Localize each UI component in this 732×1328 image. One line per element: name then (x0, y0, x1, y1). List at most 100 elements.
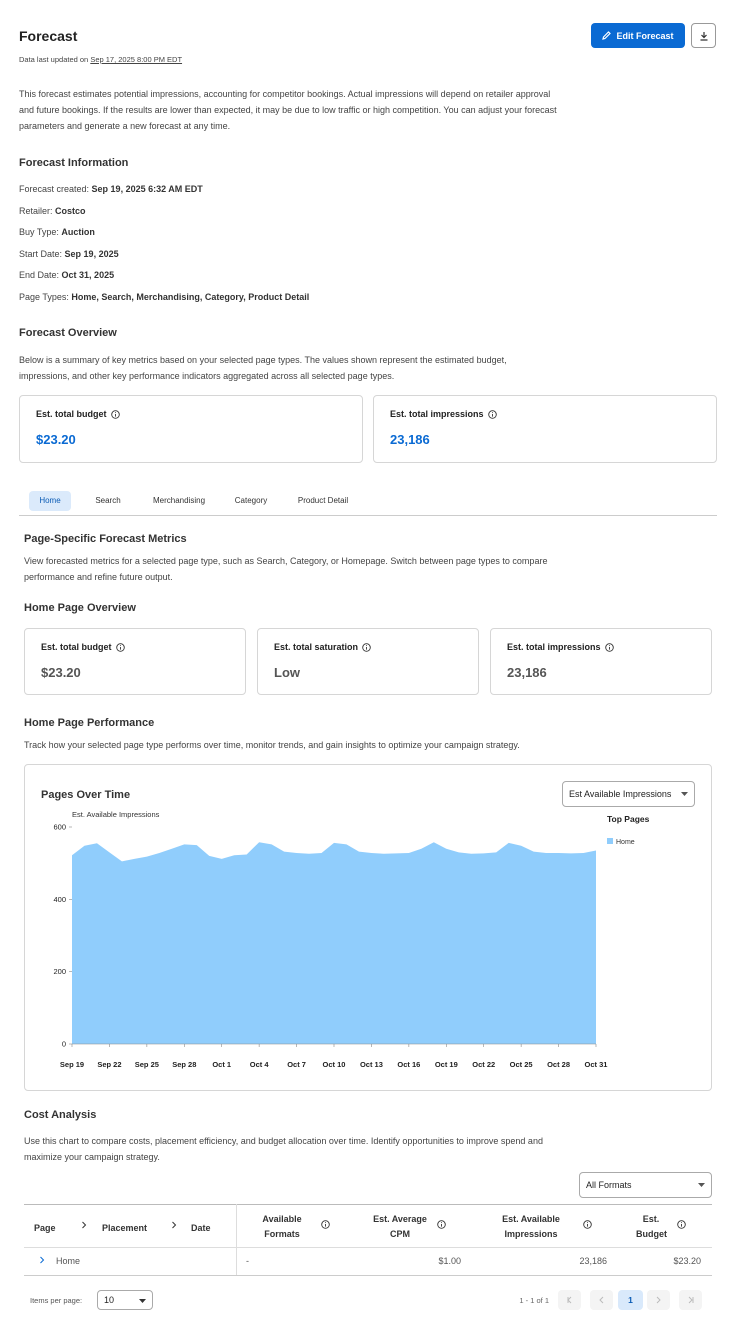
field-value: Sep 19, 2025 6:32 AM EDT (91, 184, 203, 194)
metric-dropdown[interactable]: Est Available Impressions (562, 781, 695, 807)
section-heading: Forecast Overview (19, 327, 117, 339)
x-tick-label: Oct 7 (287, 1060, 306, 1069)
info-field: Forecast created: Sep 19, 2025 6:32 AM E… (19, 184, 203, 194)
overview-card: Est. total budget $23.20 (19, 395, 363, 463)
x-tick-label: Oct 25 (510, 1060, 533, 1069)
metric-label-text: Est. total saturation (274, 642, 359, 652)
section-heading: Forecast Information (19, 157, 129, 169)
section-heading: Home Page Performance (24, 717, 155, 729)
legend-label: Home (616, 839, 635, 846)
tab[interactable]: Product Detail (297, 496, 349, 505)
caret (698, 1183, 705, 1187)
field-value: Costco (55, 205, 86, 216)
metric-label: Est. total impressions (390, 409, 497, 419)
info-icon (604, 643, 614, 652)
table-cell: Home (56, 1256, 81, 1266)
pager-button[interactable] (679, 1290, 702, 1310)
info-field: End Date: Oct 31, 2025 (19, 270, 114, 280)
page-number: 1 (628, 1295, 633, 1305)
pager-button[interactable] (558, 1290, 581, 1310)
y-tick-label: 600 (53, 823, 66, 832)
x-tick-label: Sep 28 (172, 1060, 196, 1069)
caret (681, 792, 688, 796)
table-border (24, 1247, 712, 1248)
caret (139, 1299, 146, 1303)
field-value: Auction (61, 227, 95, 237)
pager-button[interactable] (647, 1290, 670, 1310)
home-metric-card: Est. total saturation Low (257, 628, 479, 695)
chart-card (24, 764, 712, 1091)
tab[interactable]: Search (95, 496, 121, 505)
field-label: Retailer: (19, 205, 53, 216)
legend-title: Top Pages (607, 814, 650, 824)
table-cell: $23.20 (673, 1256, 701, 1266)
cost-description: Use this chart to compare costs, placeme… (24, 1136, 543, 1162)
field-value: Oct 31, 2025 (61, 270, 115, 280)
metric-value: $23.20 (36, 432, 76, 447)
chevron[interactable] (171, 1221, 177, 1229)
x-tick-label: Oct 28 (547, 1060, 570, 1069)
download-icon (700, 31, 707, 41)
section-heading: Page-Specific Forecast Metrics (24, 533, 187, 545)
section-heading: Home Page Overview (24, 602, 136, 614)
pager-button[interactable] (590, 1290, 613, 1310)
x-tick-label: Sep 22 (97, 1060, 121, 1069)
page-range: 1 - 1 of 1 (519, 1296, 549, 1305)
info-icon (677, 1220, 686, 1229)
area (72, 842, 596, 1044)
tab[interactable]: Merchandising (152, 496, 206, 505)
page-button[interactable]: 1 (618, 1290, 643, 1310)
column-header: Placement (102, 1223, 148, 1233)
x-tick-label: Oct 16 (397, 1060, 420, 1069)
info-field: Retailer: Costco (19, 206, 86, 216)
table-border (24, 1204, 712, 1205)
y-axis-label: Est. Available Impressions (72, 810, 160, 819)
chevron[interactable] (39, 1256, 45, 1264)
overview-card: Est. total impressions 23,186 (373, 395, 717, 463)
field-label: Forecast created: (19, 184, 90, 194)
pager-icon (566, 1296, 571, 1304)
metric-label-text: Est. total budget (41, 642, 112, 652)
x-tick-label: Oct 10 (323, 1060, 346, 1069)
tab[interactable]: Category (234, 496, 268, 505)
edit-forecast-label: Edit Forecast (616, 30, 674, 41)
field-label: Buy Type: (19, 227, 59, 237)
items-label: Items per page: (30, 1296, 83, 1305)
info-field: Buy Type: Auction (19, 227, 95, 237)
column-header: Est. Budget (636, 1214, 667, 1239)
x-tick-label: Sep 19 (60, 1060, 84, 1069)
metric-value: $23.20 (41, 665, 81, 680)
x-tick-label: Oct 1 (212, 1060, 231, 1069)
x-tick-label: Oct 22 (472, 1060, 495, 1069)
info-icon (110, 410, 120, 419)
table-border (24, 1275, 712, 1276)
chart-title: Pages Over Time (41, 789, 130, 801)
column-header: Date (191, 1223, 211, 1233)
updated-date: Sep 17, 2025 8:00 PM EDT (90, 55, 183, 64)
y-tick-label: 400 (53, 895, 66, 904)
page-metrics-description: View forecasted metrics for a selected p… (24, 556, 548, 582)
items-value: 10 (104, 1295, 115, 1305)
info-icon (583, 1220, 592, 1229)
y-tick-label: 200 (53, 967, 66, 976)
tab[interactable]: Home (29, 491, 71, 511)
items-select[interactable]: 10 (97, 1290, 153, 1310)
field-value: Home, Search, Merchandising, Category, P… (71, 291, 310, 302)
field-label: Page Types: (19, 291, 69, 302)
x-tick-label: Oct 4 (250, 1060, 270, 1069)
section-heading: Cost Analysis (24, 1109, 97, 1121)
chevron[interactable] (81, 1221, 87, 1229)
metric-label: Est. total budget (36, 409, 120, 419)
format-filter[interactable]: All Formats (579, 1172, 712, 1198)
metric-value: 23,186 (390, 432, 430, 447)
edit-forecast-button[interactable]: Edit Forecast (591, 23, 685, 48)
info-field: Page Types: Home, Search, Merchandising,… (19, 292, 309, 302)
y-tick-label: 0 (62, 1040, 66, 1049)
metric-label: Est. total saturation (274, 642, 371, 652)
download-button[interactable] (691, 23, 716, 48)
field-label: Start Date: (19, 248, 63, 259)
info-icon (115, 643, 125, 652)
home-metric-card: Est. total budget $23.20 (24, 628, 246, 695)
table-cell: - (246, 1256, 249, 1266)
